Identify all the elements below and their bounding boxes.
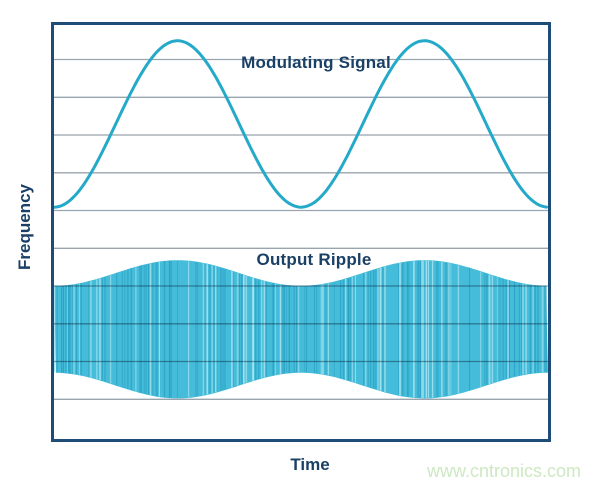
waveform-canvas bbox=[54, 39, 548, 400]
modulating-signal-label: Modulating Signal bbox=[241, 53, 391, 72]
output-ripple-label: Output Ripple bbox=[256, 250, 372, 269]
watermark: www.cntronics.com bbox=[426, 461, 581, 481]
plot-area: Modulating Signal Output Ripple bbox=[51, 22, 551, 442]
x-axis-label: Time bbox=[290, 455, 330, 474]
y-axis-label: Frequency bbox=[15, 184, 34, 270]
